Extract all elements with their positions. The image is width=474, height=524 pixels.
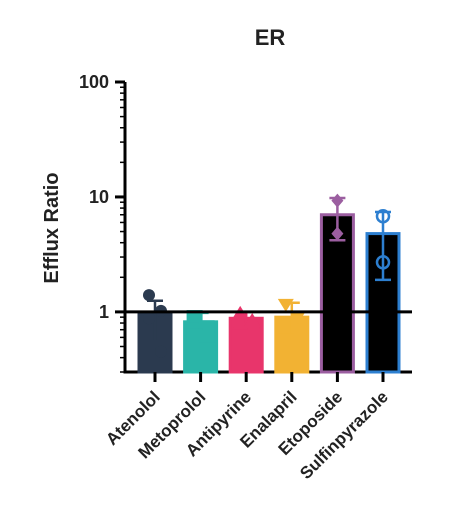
data-point-sulfinpyrazole xyxy=(375,208,391,224)
data-point-metoprolol xyxy=(198,330,215,343)
y-tick-label-100: 100 xyxy=(79,72,109,92)
data-point-enalapril xyxy=(277,333,294,347)
data-point-atenolol xyxy=(155,345,167,358)
plot-area: 110100AtenololMetoprololAntipyrineEnalap… xyxy=(79,72,412,483)
data-point-enalapril xyxy=(277,298,294,312)
data-point-sulfinpyrazole xyxy=(375,255,391,270)
data-point-etoposide xyxy=(331,226,344,241)
data-point-atenolol xyxy=(143,289,155,302)
data-point-etoposide xyxy=(331,193,344,208)
y-tick-label-10: 10 xyxy=(89,187,109,207)
y-tick-label-1: 1 xyxy=(99,302,109,322)
data-point-antipyrine xyxy=(244,313,261,327)
data-point-atenolol xyxy=(143,312,155,325)
y-axis-label: Efflux Ratio xyxy=(41,172,63,283)
chart-title: ER xyxy=(255,25,286,50)
data-point-antipyrine xyxy=(232,316,249,330)
data-point-enalapril xyxy=(289,311,306,325)
